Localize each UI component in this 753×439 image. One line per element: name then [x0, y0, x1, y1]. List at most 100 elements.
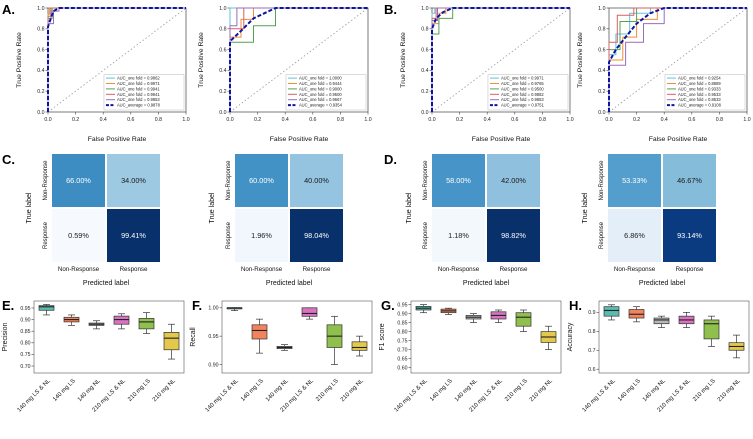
roc-a-left-svg: 0.00.0 0.2 0.2 0.4 0.4 0.6 0.6 0.8 0.8 1.0 1.0 Fals…	[16, 6, 190, 143]
svg-text:True label: True label	[406, 192, 413, 223]
svg-text:0.0: 0.0	[226, 117, 233, 123]
svg-text:0.85: 0.85	[20, 329, 30, 335]
svg-text:0.0: 0.0	[44, 117, 51, 123]
svg-text:1.0: 1.0	[743, 117, 750, 123]
svg-text:0.2: 0.2	[254, 117, 261, 123]
svg-text:1.0: 1.0	[37, 6, 44, 12]
svg-text:0.90: 0.90	[397, 311, 407, 317]
svg-text:140 mg LS: 140 mg LS	[617, 378, 642, 403]
svg-text:AUC_one fold = 0.9444: AUC_one fold = 0.9444	[299, 81, 342, 86]
svg-text:210 mg NL: 210 mg NL	[717, 378, 742, 403]
svg-text:0.2: 0.2	[421, 89, 428, 95]
svg-text:0.0: 0.0	[605, 117, 612, 123]
svg-text:Predicted label: Predicted label	[639, 280, 686, 287]
svg-text:AUC_one fold = 0.9667: AUC_one fold = 0.9667	[299, 97, 342, 102]
svg-text:210 mg LS: 210 mg LS	[504, 378, 529, 403]
svg-text:0.2: 0.2	[219, 89, 226, 95]
boxplot-recall: 0.90 0.95 1.00 Recall 140 mg LS & NL 140 mg L…	[188, 296, 376, 439]
svg-text:0.80: 0.80	[397, 329, 407, 335]
svg-text:True label: True label	[209, 192, 216, 223]
svg-text:210 mg LS: 210 mg LS	[315, 378, 340, 403]
svg-text:34.00%: 34.00%	[121, 176, 146, 185]
svg-text:0.80: 0.80	[20, 341, 30, 347]
svg-text:Non-Response: Non-Response	[43, 160, 49, 201]
svg-text:0.70: 0.70	[397, 347, 407, 353]
svg-text:1.18%: 1.18%	[448, 231, 469, 240]
svg-text:F1 score: F1 score	[379, 323, 386, 350]
svg-text:True Positive Rate: True Positive Rate	[400, 32, 407, 88]
svg-text:AUC_one fold = 0.9533: AUC_one fold = 0.9533	[678, 92, 721, 97]
svg-text:0.4: 0.4	[282, 117, 289, 123]
svg-text:AUC_one fold = 0.9862: AUC_one fold = 0.9862	[117, 76, 160, 81]
confusion-matrix-d-right: 53.33% 46.67% 6.86% 93.14% Non-Response Respo…	[578, 150, 728, 297]
svg-text:140 mg LS & NL: 140 mg LS & NL	[582, 378, 618, 414]
confusion-matrix-d-left: 58.00% 42.00% 1.18% 98.82% Non-Response Respo…	[402, 150, 552, 297]
svg-text:Non-Response: Non-Response	[226, 160, 232, 201]
svg-text:1.0: 1.0	[182, 117, 189, 123]
svg-text:1.96%: 1.96%	[251, 231, 272, 240]
confusion-matrix-c-left: 66.00% 34.00% 0.59% 99.41% Non-Response Respo…	[22, 150, 172, 297]
svg-text:42.00%: 42.00%	[501, 176, 526, 185]
svg-text:0.95: 0.95	[20, 306, 30, 312]
svg-text:Precision: Precision	[2, 323, 9, 352]
svg-text:AUC_average = 0.9878: AUC_average = 0.9878	[117, 103, 161, 108]
svg-text:0.6: 0.6	[127, 117, 134, 123]
confusion-matrix-c-right: 60.00% 40.00% 1.96% 98.04% Non-Response Respo…	[205, 150, 355, 297]
svg-text:140 mg NL: 140 mg NL	[454, 378, 479, 403]
roc-a-right-svg: 0.00.0 0.2 0.2 0.4 0.4 0.6 0.6 0.8 0.8 1.0 1.0 Fals…	[198, 6, 372, 143]
svg-text:AUC_one fold = 1.0000: AUC_one fold = 1.0000	[299, 76, 342, 81]
roc-plot-a-left: 0.0 0.0 0.2 0.2 0.4 0.4 0.6 0.6 0.8 0.8 1.0 1.0 Fals…	[14, 2, 192, 149]
svg-text:AUC_one fold = 0.9941: AUC_one fold = 0.9941	[117, 92, 160, 97]
svg-text:Non-Response: Non-Response	[58, 266, 100, 273]
svg-text:AUC_one fold = 0.9254: AUC_one fold = 0.9254	[678, 76, 721, 81]
roc-plot-b-left: 0.0 0.0 0.2 0.2 0.4 0.4 0.6 0.6 0.8 0.8 1.0 1.0 Fals…	[398, 2, 576, 149]
svg-text:AUC_one fold = 0.9971: AUC_one fold = 0.9971	[117, 81, 160, 86]
svg-text:99.41%: 99.41%	[121, 231, 146, 240]
svg-text:1.0: 1.0	[219, 6, 226, 12]
svg-text:Non-Response: Non-Response	[614, 266, 656, 273]
svg-text:1.0: 1.0	[364, 117, 371, 123]
svg-text:1.0: 1.0	[421, 6, 428, 12]
svg-text:True Positive Rate: True Positive Rate	[577, 32, 584, 88]
roc-b-left-svg: 0.00.0 0.2 0.2 0.4 0.4 0.6 0.6 0.8 0.8 1.0 1.0 Fals…	[400, 6, 574, 143]
svg-text:Recall: Recall	[190, 327, 197, 347]
svg-text:0.0: 0.0	[421, 110, 428, 116]
svg-text:Predicted label: Predicted label	[266, 280, 313, 287]
svg-text:210 mg NL: 210 mg NL	[152, 378, 177, 403]
svg-text:Non-Response: Non-Response	[423, 160, 429, 201]
panel-label-g: G.	[381, 298, 395, 313]
svg-text:1.0: 1.0	[566, 117, 573, 123]
svg-text:0.4: 0.4	[598, 68, 605, 74]
svg-text:AUC_one fold = 0.9500: AUC_one fold = 0.9500	[501, 86, 544, 91]
panel-label-c: C.	[2, 152, 15, 167]
svg-text:False Positive Rate: False Positive Rate	[472, 136, 531, 143]
svg-text:140 mg NL: 140 mg NL	[642, 378, 667, 403]
svg-text:0.0: 0.0	[37, 110, 44, 116]
svg-text:0.0: 0.0	[428, 117, 435, 123]
boxplot-precision: 0.70 0.75 0.80 0.85 0.90 0.95 Precision 140 mg …	[0, 296, 188, 439]
svg-text:AUC_one fold = 0.9765: AUC_one fold = 0.9765	[501, 81, 544, 86]
svg-text:0.60: 0.60	[397, 365, 407, 371]
panel-label-b: B.	[384, 2, 397, 17]
svg-text:0.8: 0.8	[337, 117, 344, 123]
svg-text:0.6: 0.6	[309, 117, 316, 123]
svg-text:0.95: 0.95	[397, 302, 407, 308]
svg-text:Response: Response	[500, 266, 528, 273]
svg-text:AUC_one fold = 0.9000: AUC_one fold = 0.9000	[299, 86, 342, 91]
svg-text:AUC_one fold = 0.9853: AUC_one fold = 0.9853	[501, 97, 544, 102]
svg-text:Response: Response	[43, 221, 49, 249]
svg-text:66.00%: 66.00%	[66, 176, 91, 185]
svg-text:AUC_one fold = 0.9882: AUC_one fold = 0.9882	[501, 92, 544, 97]
svg-text:0.95: 0.95	[208, 334, 218, 340]
confusion-c-left-svg: 66.00% 34.00% 0.59% 99.41% Non-Response Respo…	[26, 154, 160, 287]
svg-text:0.6: 0.6	[598, 47, 605, 53]
svg-text:AUC_one fold = 0.8889: AUC_one fold = 0.8889	[678, 81, 721, 86]
svg-text:0.65: 0.65	[397, 356, 407, 362]
svg-text:140 mg LS: 140 mg LS	[240, 378, 265, 403]
svg-text:AUC_average = 0.9108: AUC_average = 0.9108	[678, 103, 722, 108]
svg-text:True Positive Rate: True Positive Rate	[198, 32, 205, 88]
svg-text:0.4: 0.4	[661, 117, 668, 123]
svg-text:0.8: 0.8	[219, 27, 226, 33]
svg-text:98.82%: 98.82%	[501, 231, 526, 240]
